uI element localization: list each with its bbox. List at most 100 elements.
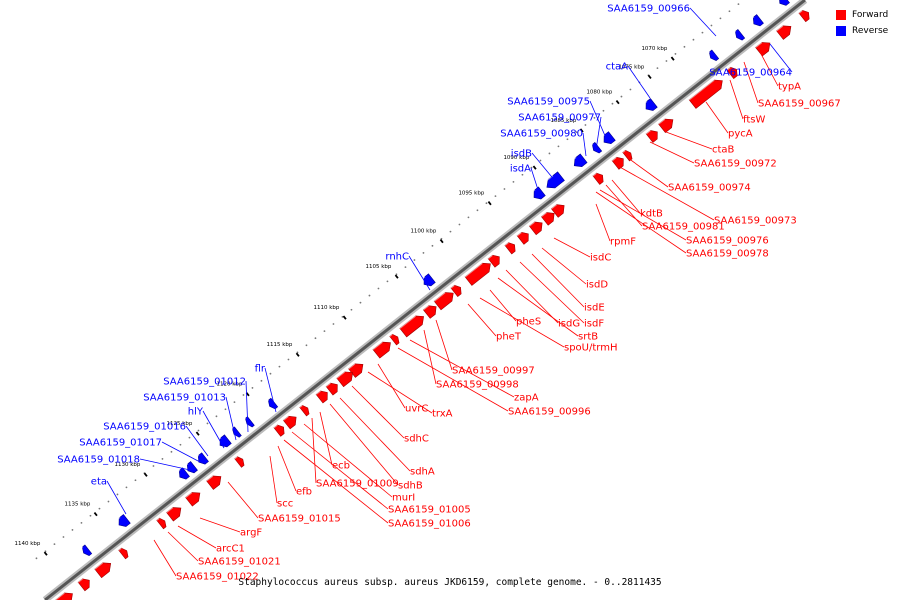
scale-tick <box>295 352 300 357</box>
gene-label-leader <box>106 480 127 515</box>
forward-gene <box>487 254 500 268</box>
scale-dot <box>233 401 236 404</box>
gene-label-leader <box>161 441 201 463</box>
reverse-gene <box>243 416 255 428</box>
gene-label-leader <box>617 165 715 221</box>
gene-label-leader <box>505 269 559 324</box>
gene-highlight <box>611 156 617 162</box>
scale-dot <box>719 17 722 20</box>
gene-arrow <box>752 14 764 27</box>
gene-highlight <box>94 562 104 570</box>
gene-highlight <box>79 546 84 550</box>
scale-dot <box>80 521 83 524</box>
gene-highlight <box>206 475 214 482</box>
gene-label: isdA <box>510 164 531 175</box>
scale-tick <box>394 274 399 279</box>
forward-gene <box>399 315 424 338</box>
gene-highlight <box>732 30 737 34</box>
gene-label: sdhC <box>404 434 429 445</box>
scale-dot <box>98 507 101 510</box>
gene-arrow <box>603 131 616 145</box>
gene-highlight <box>77 578 83 583</box>
gene-label-leader <box>423 329 437 385</box>
scale-dot <box>107 500 110 503</box>
forward-gene <box>422 305 437 319</box>
scale-dot <box>602 109 605 112</box>
gene-label-leader <box>759 51 779 87</box>
reverse-gene <box>265 397 279 410</box>
forward-gene <box>798 9 810 23</box>
gene-label-leader <box>245 380 249 433</box>
gene-highlight <box>185 491 193 498</box>
gene-highlight <box>166 506 174 513</box>
scale-tick-label: 1075 kbp <box>618 64 644 70</box>
gene-highlight <box>504 242 509 246</box>
scale-dot <box>251 387 254 389</box>
legend-reverse-label: Reverse <box>852 26 889 36</box>
scale-tick <box>579 128 584 133</box>
gene-label: SAA6159_00996 <box>508 407 591 418</box>
gene-arrow <box>197 452 209 465</box>
gene-label: SAA6159_01015 <box>258 514 341 525</box>
gene-label-leader <box>497 277 579 337</box>
forward-gene <box>622 149 633 162</box>
gene-label: SAA6159_00973 <box>714 216 797 227</box>
gene-label: SAA6159_01012 <box>163 377 246 388</box>
gene-label-leader <box>283 439 389 524</box>
gene-highlight <box>273 424 278 429</box>
gene-label-leader <box>167 531 199 562</box>
gene-label: SAA6159_01021 <box>198 557 281 568</box>
gene-label: isdD <box>586 280 608 291</box>
scale-dot <box>548 152 551 155</box>
gene-label-leader <box>377 363 406 409</box>
gene-label: ctaB <box>712 145 735 156</box>
scale-dot <box>692 38 695 41</box>
gene-arrow <box>273 424 285 437</box>
gene-label: zapA <box>514 393 539 404</box>
gene-label-leader <box>351 385 405 439</box>
scale-dot <box>197 429 200 432</box>
gene-highlight <box>433 291 446 302</box>
scale-dot <box>620 95 623 98</box>
scale-dot <box>161 458 164 460</box>
gene-highlight <box>336 371 346 379</box>
scale-tick-label: 1090 kbp <box>503 155 529 161</box>
forward-gene <box>550 204 565 218</box>
scale-dot <box>53 543 56 546</box>
gene-label-leader <box>467 303 497 337</box>
forward-swatch <box>836 10 846 20</box>
forward-gene <box>516 231 529 245</box>
gene-label-leader <box>199 517 241 533</box>
gene-highlight <box>749 16 755 21</box>
scale-dot <box>413 259 416 261</box>
gene-label-leader <box>553 237 591 258</box>
gene-highlight <box>600 133 606 139</box>
gene-label: SAA6159_00972 <box>694 159 777 170</box>
scale-dot <box>350 308 353 311</box>
gene-label-leader <box>627 65 651 99</box>
forward-gene <box>273 424 285 437</box>
gene-label-leader <box>397 347 509 412</box>
reverse-gene <box>530 186 546 200</box>
gene-label: ftsW <box>743 115 765 126</box>
scale-tick-label: 1080 kbp <box>586 90 612 96</box>
scale-tick-label: 1070 kbp <box>641 46 667 52</box>
scale-dot <box>674 53 677 55</box>
scale-dot <box>539 159 542 162</box>
gene-label-leader <box>665 131 713 150</box>
gene-label: spoU/trmH <box>564 343 617 354</box>
gene-label: typA <box>778 82 801 93</box>
scale-dot <box>449 230 452 233</box>
scale-dot <box>566 138 569 141</box>
gene-highlight <box>726 66 731 71</box>
forward-gene <box>540 211 555 226</box>
gene-highlight <box>372 341 383 351</box>
gene-label: scc <box>277 499 293 510</box>
scale-dot <box>656 67 659 70</box>
gene-label: isdG <box>558 319 580 330</box>
forward-gene <box>755 41 771 57</box>
scale-tick-label: 1135 kbp <box>64 502 90 508</box>
gene-label-leader <box>202 410 225 449</box>
scale-dot <box>242 394 245 396</box>
